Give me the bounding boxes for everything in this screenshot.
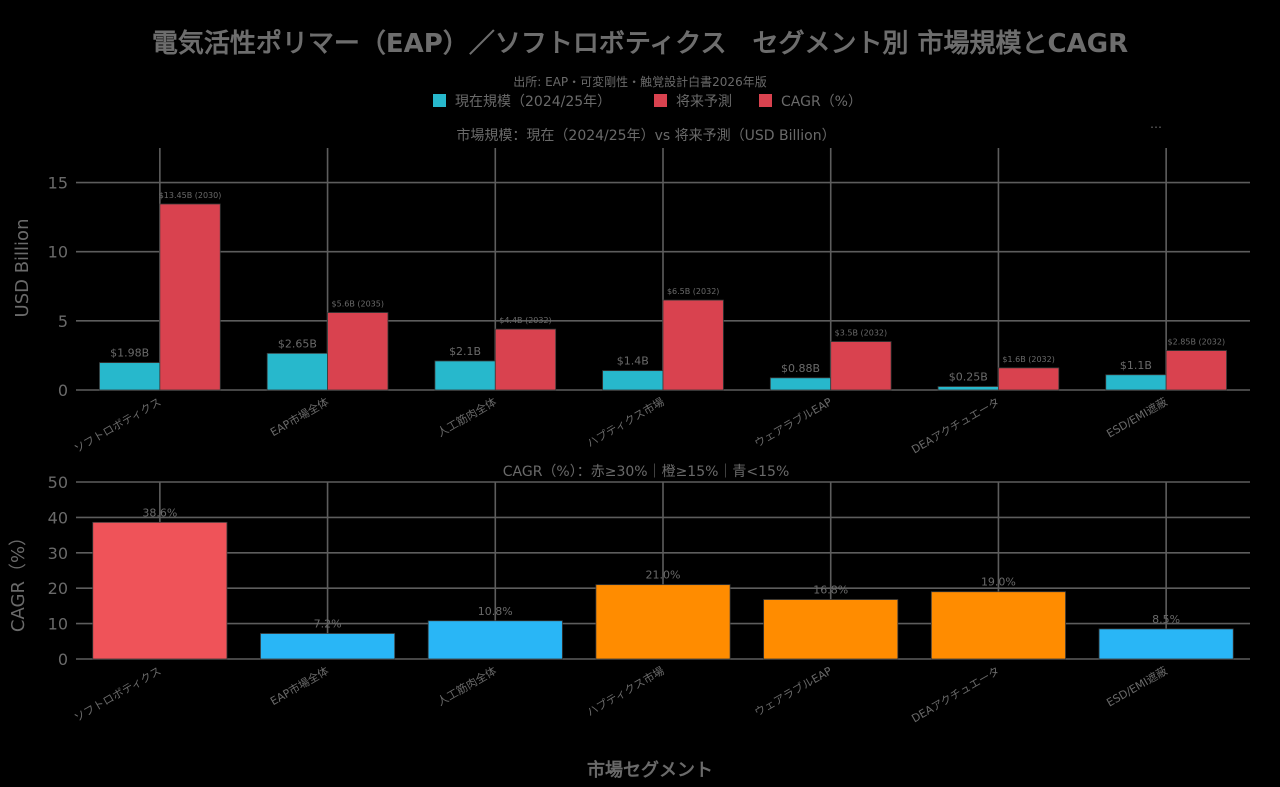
legend-swatch-forecast[interactable] bbox=[654, 94, 667, 107]
bar-current bbox=[266, 352, 328, 391]
bar-forecast bbox=[327, 312, 389, 391]
x-tick-label: ESD/EMI遮蔽 bbox=[1104, 394, 1170, 440]
x-tick-label: 人工筋肉全体 bbox=[435, 394, 499, 439]
bar-cagr bbox=[1098, 628, 1234, 660]
x-tick-label: ハプティクス市場 bbox=[584, 663, 666, 719]
panel1-title: 市場規模：現在（2024/25年）vs 将来予測（USD Billion） bbox=[456, 127, 835, 144]
bar-forecast bbox=[1165, 350, 1227, 391]
x-tick-label: DEAアクチュエータ bbox=[909, 395, 1002, 456]
bar-cagr bbox=[260, 633, 396, 660]
bar-current bbox=[602, 370, 664, 391]
data-label-current: $1.4B bbox=[617, 355, 649, 368]
y-tick-label: 40 bbox=[48, 508, 68, 527]
data-label-current: $0.25B bbox=[949, 371, 988, 384]
data-label-cagr: 7.2% bbox=[314, 618, 342, 631]
bar-forecast bbox=[662, 299, 724, 391]
x-tick-label: ハプティクス市場 bbox=[584, 394, 666, 450]
x-axis-title: 市場セグメント bbox=[587, 759, 713, 781]
panel2-title: CAGR（%）：赤≥30%｜橙≥15%｜青<15% bbox=[503, 464, 790, 480]
data-label-forecast: $6.5B (2032) bbox=[667, 287, 719, 296]
chart-title: 電気活性ポリマー（EAP）／ソフトロボティクス セグメント別 市場規模とCAGR bbox=[152, 28, 1128, 59]
data-label-forecast: $2.85B (2032) bbox=[1168, 338, 1226, 347]
data-label-cagr: 21.0% bbox=[646, 569, 681, 582]
data-label-forecast: $3.5B (2032) bbox=[835, 329, 887, 338]
y-tick-label: 15 bbox=[48, 174, 68, 193]
data-label-cagr: 10.8% bbox=[478, 605, 513, 618]
panel2-plot: 0 10 20 30 40 50 ソフトロボティクス EAP市場全体 人工筋肉全体 ハプティクス市… bbox=[48, 473, 1250, 725]
bar-forecast bbox=[494, 328, 557, 391]
bar-current bbox=[937, 386, 999, 391]
more-options-icon[interactable]: … bbox=[1150, 117, 1162, 131]
bar-cagr bbox=[595, 584, 731, 660]
y-tick-label: 10 bbox=[48, 615, 68, 634]
y-tick-label: 5 bbox=[58, 312, 68, 331]
y-tick-label: 0 bbox=[58, 381, 68, 400]
legend-label-forecast[interactable]: 将来予測 bbox=[676, 94, 732, 110]
bar-current bbox=[99, 362, 161, 391]
data-label-cagr: 16.8% bbox=[813, 584, 848, 597]
legend[interactable]: 現在規模（2024/25年） 将来予測 CAGR（%） bbox=[433, 94, 862, 110]
data-label-current: $1.98B bbox=[110, 347, 149, 360]
data-label-current: $2.1B bbox=[449, 345, 481, 358]
data-label-cagr: 19.0% bbox=[981, 576, 1016, 589]
y-tick-label: 0 bbox=[58, 650, 68, 669]
bar-current bbox=[434, 360, 496, 391]
bar-forecast bbox=[830, 341, 892, 391]
panel2-y-axis-title: CAGR（%） bbox=[8, 528, 29, 632]
x-tick-label: ソフトロボティクス bbox=[72, 664, 163, 724]
bar-cagr bbox=[930, 591, 1066, 660]
y-tick-label: 10 bbox=[48, 243, 68, 262]
bar-cagr bbox=[92, 521, 228, 660]
x-tick-label: ウェアラブルEAP bbox=[752, 394, 835, 450]
data-label-current: $2.65B bbox=[278, 337, 317, 350]
x-tick-label: EAP市場全体 bbox=[268, 394, 331, 439]
legend-swatch-current[interactable] bbox=[433, 94, 446, 107]
x-tick-label: ウェアラブルEAP bbox=[752, 663, 835, 719]
y-tick-label: 50 bbox=[48, 473, 68, 492]
data-label-forecast: $13.45B (2030) bbox=[159, 191, 222, 200]
data-label-forecast: $5.6B (2035) bbox=[332, 300, 384, 309]
legend-label-cagr[interactable]: CAGR（%） bbox=[781, 94, 862, 110]
x-tick-label: DEAアクチュエータ bbox=[909, 664, 1002, 725]
legend-label-current[interactable]: 現在規模（2024/25年） bbox=[455, 94, 611, 110]
data-label-current: $0.88B bbox=[781, 362, 820, 375]
bar-forecast bbox=[159, 203, 221, 391]
bar-current bbox=[769, 377, 832, 391]
data-label-forecast: $1.6B (2032) bbox=[1002, 355, 1054, 364]
source-note: 出所: EAP・可変剛性・触覚設計白書2026年版 bbox=[513, 74, 766, 89]
data-label-forecast: $4.4B (2032) bbox=[499, 316, 551, 325]
legend-swatch-cagr[interactable] bbox=[759, 94, 772, 107]
x-tick-label: ESD/EMI遮蔽 bbox=[1104, 663, 1170, 709]
bar-forecast bbox=[998, 367, 1060, 391]
data-label-cagr: 8.5% bbox=[1152, 613, 1180, 626]
x-tick-label: ソフトロボティクス bbox=[72, 395, 163, 455]
y-tick-label: 20 bbox=[48, 579, 68, 598]
bar-cagr bbox=[427, 620, 563, 660]
panel1-plot: 0 5 10 15 ソフトロボティクス EAP市場全体 人工筋肉全体 ハプティクス市場 ウェアラ… bbox=[48, 148, 1250, 456]
x-tick-label: 人工筋肉全体 bbox=[435, 663, 499, 708]
bar-current bbox=[1105, 374, 1167, 391]
y-tick-label: 30 bbox=[48, 544, 68, 563]
bar-cagr bbox=[763, 599, 899, 660]
data-label-cagr: 38.6% bbox=[142, 506, 177, 519]
panel1-y-axis-title: USD Billion bbox=[12, 219, 33, 318]
data-label-current: $1.1B bbox=[1120, 359, 1152, 372]
x-tick-label: EAP市場全体 bbox=[268, 663, 331, 708]
